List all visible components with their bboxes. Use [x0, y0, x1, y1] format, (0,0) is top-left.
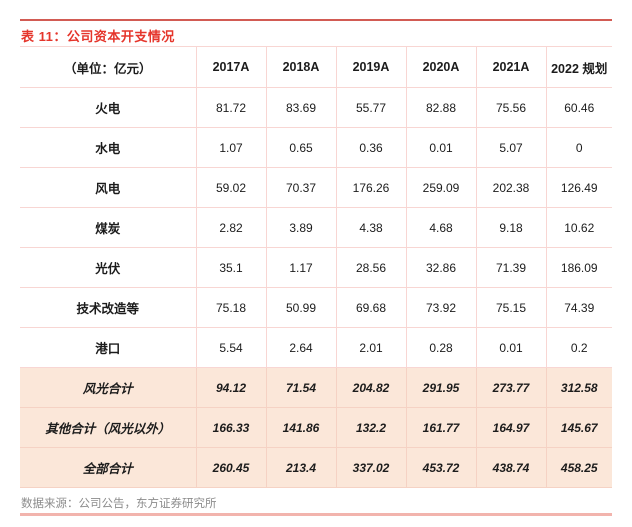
row-label: 风电	[20, 167, 197, 208]
row-label: 煤炭	[20, 207, 197, 248]
cell: 75.15	[475, 287, 547, 328]
table-row-grand-total: 全部合计 260.45 213.4 337.02 453.72 438.74 4…	[20, 447, 612, 488]
row-label: 其他合计（风光以外）	[20, 407, 197, 448]
row-label: 技术改造等	[20, 287, 197, 328]
table-row-wind: 风电 59.02 70.37 176.26 259.09 202.38 126.…	[20, 167, 612, 208]
table-row-other-total: 其他合计（风光以外） 166.33 141.86 132.2 161.77 16…	[20, 407, 612, 448]
table-row-wind-solar-total: 风光合计 94.12 71.54 204.82 291.95 273.77 31…	[20, 367, 612, 408]
cell: 59.02	[195, 167, 267, 208]
table-row-hydro: 水电 1.07 0.65 0.36 0.01 5.07 0	[20, 127, 612, 168]
table-row-thermal: 火电 81.72 83.69 55.77 82.88 75.56 60.46	[20, 87, 612, 128]
column-header-2020a: 2020A	[405, 46, 477, 88]
bottom-divider-rule	[20, 513, 612, 516]
row-label: 火电	[20, 87, 197, 128]
table-row-renovation: 技术改造等 75.18 50.99 69.68 73.92 75.15 74.3…	[20, 287, 612, 328]
cell: 50.99	[265, 287, 337, 328]
cell: 166.33	[195, 407, 267, 448]
header-row: （单位：亿元） 2017A 2018A 2019A 2020A 2021A 20…	[20, 46, 612, 88]
cell: 164.97	[475, 407, 547, 448]
cell: 213.4	[265, 447, 337, 488]
cell: 186.09	[545, 247, 612, 288]
cell: 83.69	[265, 87, 337, 128]
cell: 141.86	[265, 407, 337, 448]
cell: 60.46	[545, 87, 612, 128]
row-label: 风光合计	[20, 367, 197, 408]
table-title: 表 11：公司资本开支情况	[21, 29, 175, 44]
cell: 0.2	[545, 327, 612, 368]
cell: 260.45	[195, 447, 267, 488]
column-header-2018a: 2018A	[265, 46, 337, 88]
cell: 82.88	[405, 87, 477, 128]
cell: 55.77	[335, 87, 407, 128]
top-divider-rule	[20, 19, 612, 21]
cell: 28.56	[335, 247, 407, 288]
cell: 73.92	[405, 287, 477, 328]
cell: 71.54	[265, 367, 337, 408]
cell: 312.58	[545, 367, 612, 408]
column-header-2021a: 2021A	[475, 46, 547, 88]
table-row-port: 港口 5.54 2.64 2.01 0.28 0.01 0.2	[20, 327, 612, 368]
row-label: 全部合计	[20, 447, 197, 488]
cell: 5.07	[475, 127, 547, 168]
column-header-2022plan: 2022 规划	[545, 46, 612, 88]
cell: 4.38	[335, 207, 407, 248]
cell: 291.95	[405, 367, 477, 408]
column-header-2019a: 2019A	[335, 46, 407, 88]
cell: 10.62	[545, 207, 612, 248]
cell: 453.72	[405, 447, 477, 488]
capex-table: （单位：亿元） 2017A 2018A 2019A 2020A 2021A 20…	[20, 46, 612, 488]
cell: 32.86	[405, 247, 477, 288]
table-row-coal: 煤炭 2.82 3.89 4.38 4.68 9.18 10.62	[20, 207, 612, 248]
cell: 145.67	[545, 407, 612, 448]
cell: 1.07	[195, 127, 267, 168]
cell: 3.89	[265, 207, 337, 248]
unit-header-cell: （单位：亿元）	[20, 46, 197, 88]
column-header-2017a: 2017A	[195, 46, 267, 88]
cell: 75.56	[475, 87, 547, 128]
cell: 126.49	[545, 167, 612, 208]
cell: 176.26	[335, 167, 407, 208]
cell: 0.65	[265, 127, 337, 168]
cell: 337.02	[335, 447, 407, 488]
cell: 132.2	[335, 407, 407, 448]
cell: 0.36	[335, 127, 407, 168]
cell: 2.82	[195, 207, 267, 248]
cell: 5.54	[195, 327, 267, 368]
row-label: 光伏	[20, 247, 197, 288]
cell: 70.37	[265, 167, 337, 208]
cell: 204.82	[335, 367, 407, 408]
cell: 0.01	[405, 127, 477, 168]
table-row-solar: 光伏 35.1 1.17 28.56 32.86 71.39 186.09	[20, 247, 612, 288]
cell: 75.18	[195, 287, 267, 328]
data-source-note: 数据来源：公司公告，东方证券研究所	[21, 498, 217, 510]
row-label: 水电	[20, 127, 197, 168]
cell: 2.01	[335, 327, 407, 368]
cell: 202.38	[475, 167, 547, 208]
cell: 71.39	[475, 247, 547, 288]
cell: 4.68	[405, 207, 477, 248]
cell: 273.77	[475, 367, 547, 408]
cell: 1.17	[265, 247, 337, 288]
cell: 35.1	[195, 247, 267, 288]
cell: 0	[545, 127, 612, 168]
cell: 69.68	[335, 287, 407, 328]
cell: 0.28	[405, 327, 477, 368]
row-label: 港口	[20, 327, 197, 368]
cell: 94.12	[195, 367, 267, 408]
cell: 458.25	[545, 447, 612, 488]
cell: 81.72	[195, 87, 267, 128]
cell: 259.09	[405, 167, 477, 208]
cell: 0.01	[475, 327, 547, 368]
cell: 9.18	[475, 207, 547, 248]
cell: 2.64	[265, 327, 337, 368]
cell: 161.77	[405, 407, 477, 448]
cell: 438.74	[475, 447, 547, 488]
cell: 74.39	[545, 287, 612, 328]
